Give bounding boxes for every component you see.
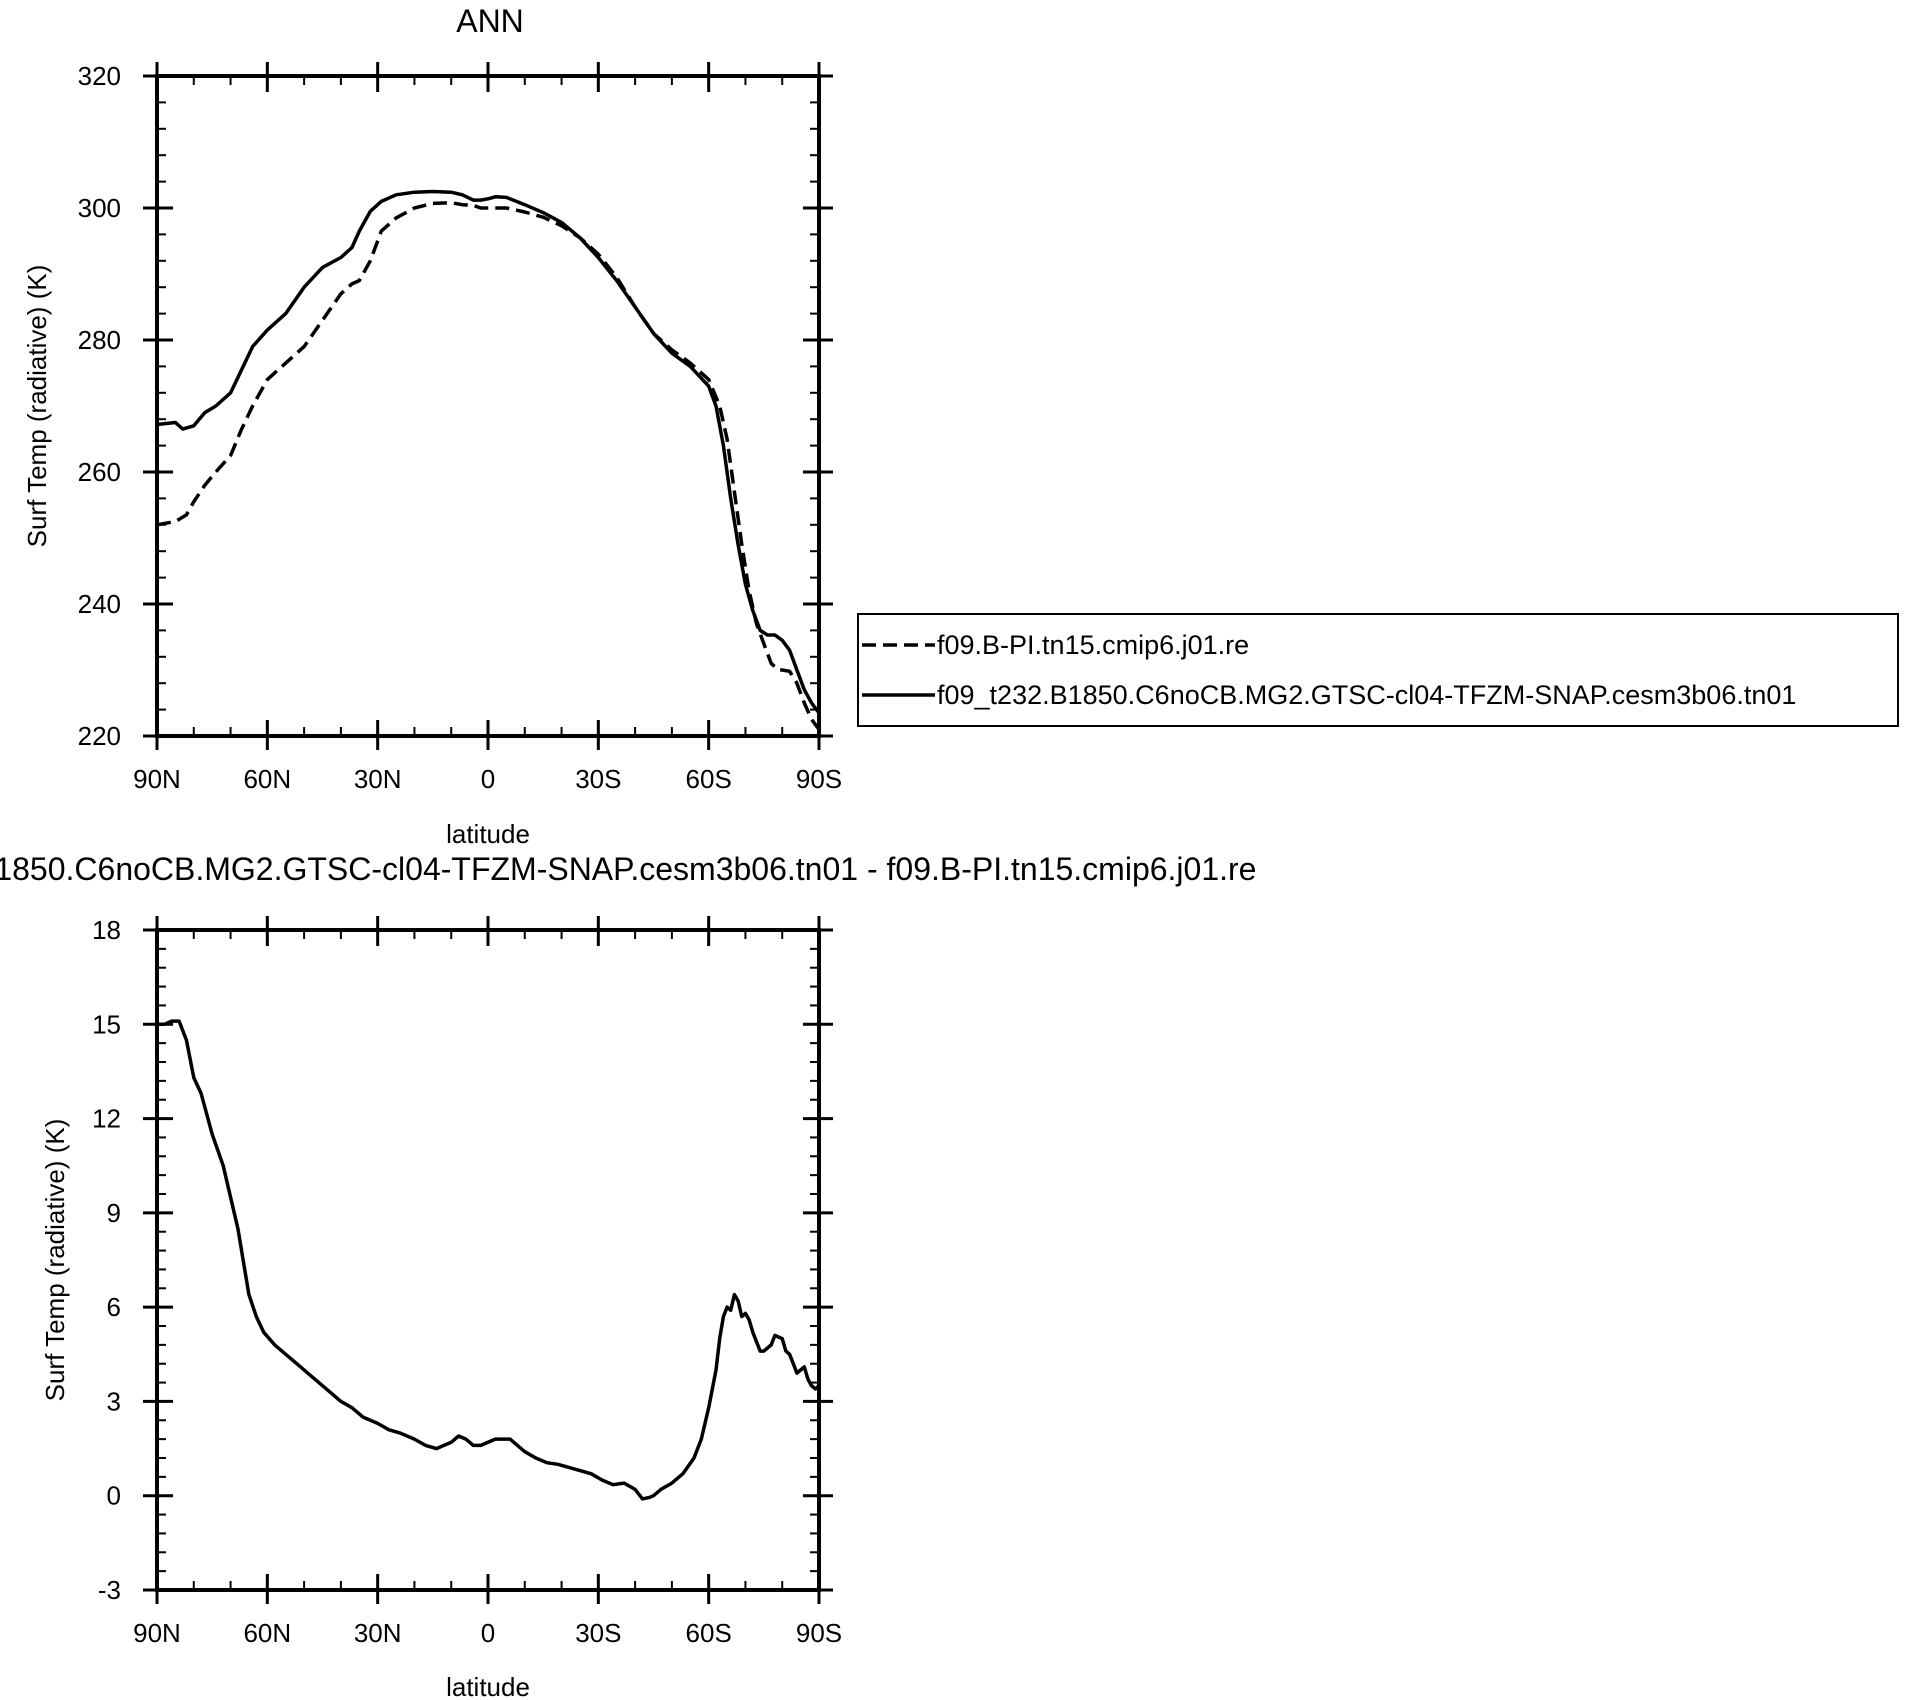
- y-tick-labels: 220 240 260 280 300 320: [78, 61, 121, 751]
- x-tick-label: 30N: [354, 1618, 402, 1648]
- y-tick-label: 9: [107, 1198, 121, 1228]
- legend-entry-label: f09_t232.B1850.C6noCB.MG2.GTSC-cl04-TFZM…: [937, 680, 1796, 710]
- x-tick-label: 30S: [575, 764, 621, 794]
- y-tick-label: 12: [92, 1104, 121, 1134]
- x-tick-label: 0: [481, 764, 495, 794]
- y-tick-label: 280: [78, 325, 121, 355]
- y-tick-label: 6: [107, 1292, 121, 1322]
- series-line-dashed: [156, 200, 821, 731]
- y-axis-label: Surf Temp (radiative) (K): [22, 265, 52, 548]
- y-axis-label: Surf Temp (radiative) (K): [40, 1119, 70, 1402]
- y-tick-label: 15: [92, 1009, 121, 1039]
- panel-annual-temperature: ANN 90N 60N 30N 0 30S 60S 90S 220 240 260 280 300 3…: [22, 3, 1899, 849]
- x-tick-label: 0: [481, 1618, 495, 1648]
- x-tick-label: 90N: [133, 1618, 181, 1648]
- y-tick-label: 18: [92, 915, 121, 945]
- x-tick-label: 30S: [575, 1618, 621, 1648]
- y-tick-label: 220: [78, 721, 121, 751]
- y-tick-label: 0: [107, 1481, 121, 1511]
- chart-title: ANN: [456, 3, 524, 39]
- y-tick-label: 260: [78, 457, 121, 487]
- y-tick-label: 300: [78, 193, 121, 223]
- panel-difference: f09_t232.B1850.C6noCB.MG2.GTSC-cl04-TFZM…: [0, 851, 1256, 1700]
- series-line-solid: [156, 189, 821, 714]
- series-lines: [157, 1019, 821, 1501]
- y-tick-labels: -3 0 3 6 9 12 15 18: [92, 915, 121, 1605]
- series-lines: [156, 189, 821, 731]
- x-axis-label: latitude: [446, 819, 530, 849]
- x-tick-label: 60S: [686, 1618, 732, 1648]
- y-tick-label: 240: [78, 589, 121, 619]
- legend-box: [857, 613, 1899, 727]
- x-tick-label: 90S: [796, 764, 842, 794]
- y-tick-label: 3: [107, 1386, 121, 1416]
- axis-ticks: [143, 62, 833, 750]
- plot-area-frame: [155, 928, 821, 1592]
- x-tick-labels: 90N 60N 30N 0 30S 60S 90S: [133, 1618, 842, 1648]
- legend: f09.B-PI.tn15.cmip6.j01.re f09_t232.B185…: [857, 613, 1899, 727]
- series-line-solid: [157, 1019, 821, 1501]
- y-tick-label: 320: [78, 61, 121, 91]
- x-tick-label: 60S: [686, 764, 732, 794]
- legend-entry-label: f09.B-PI.tn15.cmip6.j01.re: [937, 630, 1249, 660]
- x-tick-label: 30N: [354, 764, 402, 794]
- y-tick-label: -3: [98, 1575, 121, 1605]
- x-tick-labels: 90N 60N 30N 0 30S 60S 90S: [133, 764, 842, 794]
- x-tick-label: 60N: [243, 1618, 291, 1648]
- chart-title: f09_t232.B1850.C6noCB.MG2.GTSC-cl04-TFZM…: [0, 851, 1256, 887]
- x-tick-label: 90N: [133, 764, 181, 794]
- x-tick-label: 90S: [796, 1618, 842, 1648]
- x-tick-label: 60N: [243, 764, 291, 794]
- axis-ticks: [143, 916, 833, 1604]
- plot-area-frame: [155, 74, 821, 738]
- x-axis-label: latitude: [446, 1672, 530, 1700]
